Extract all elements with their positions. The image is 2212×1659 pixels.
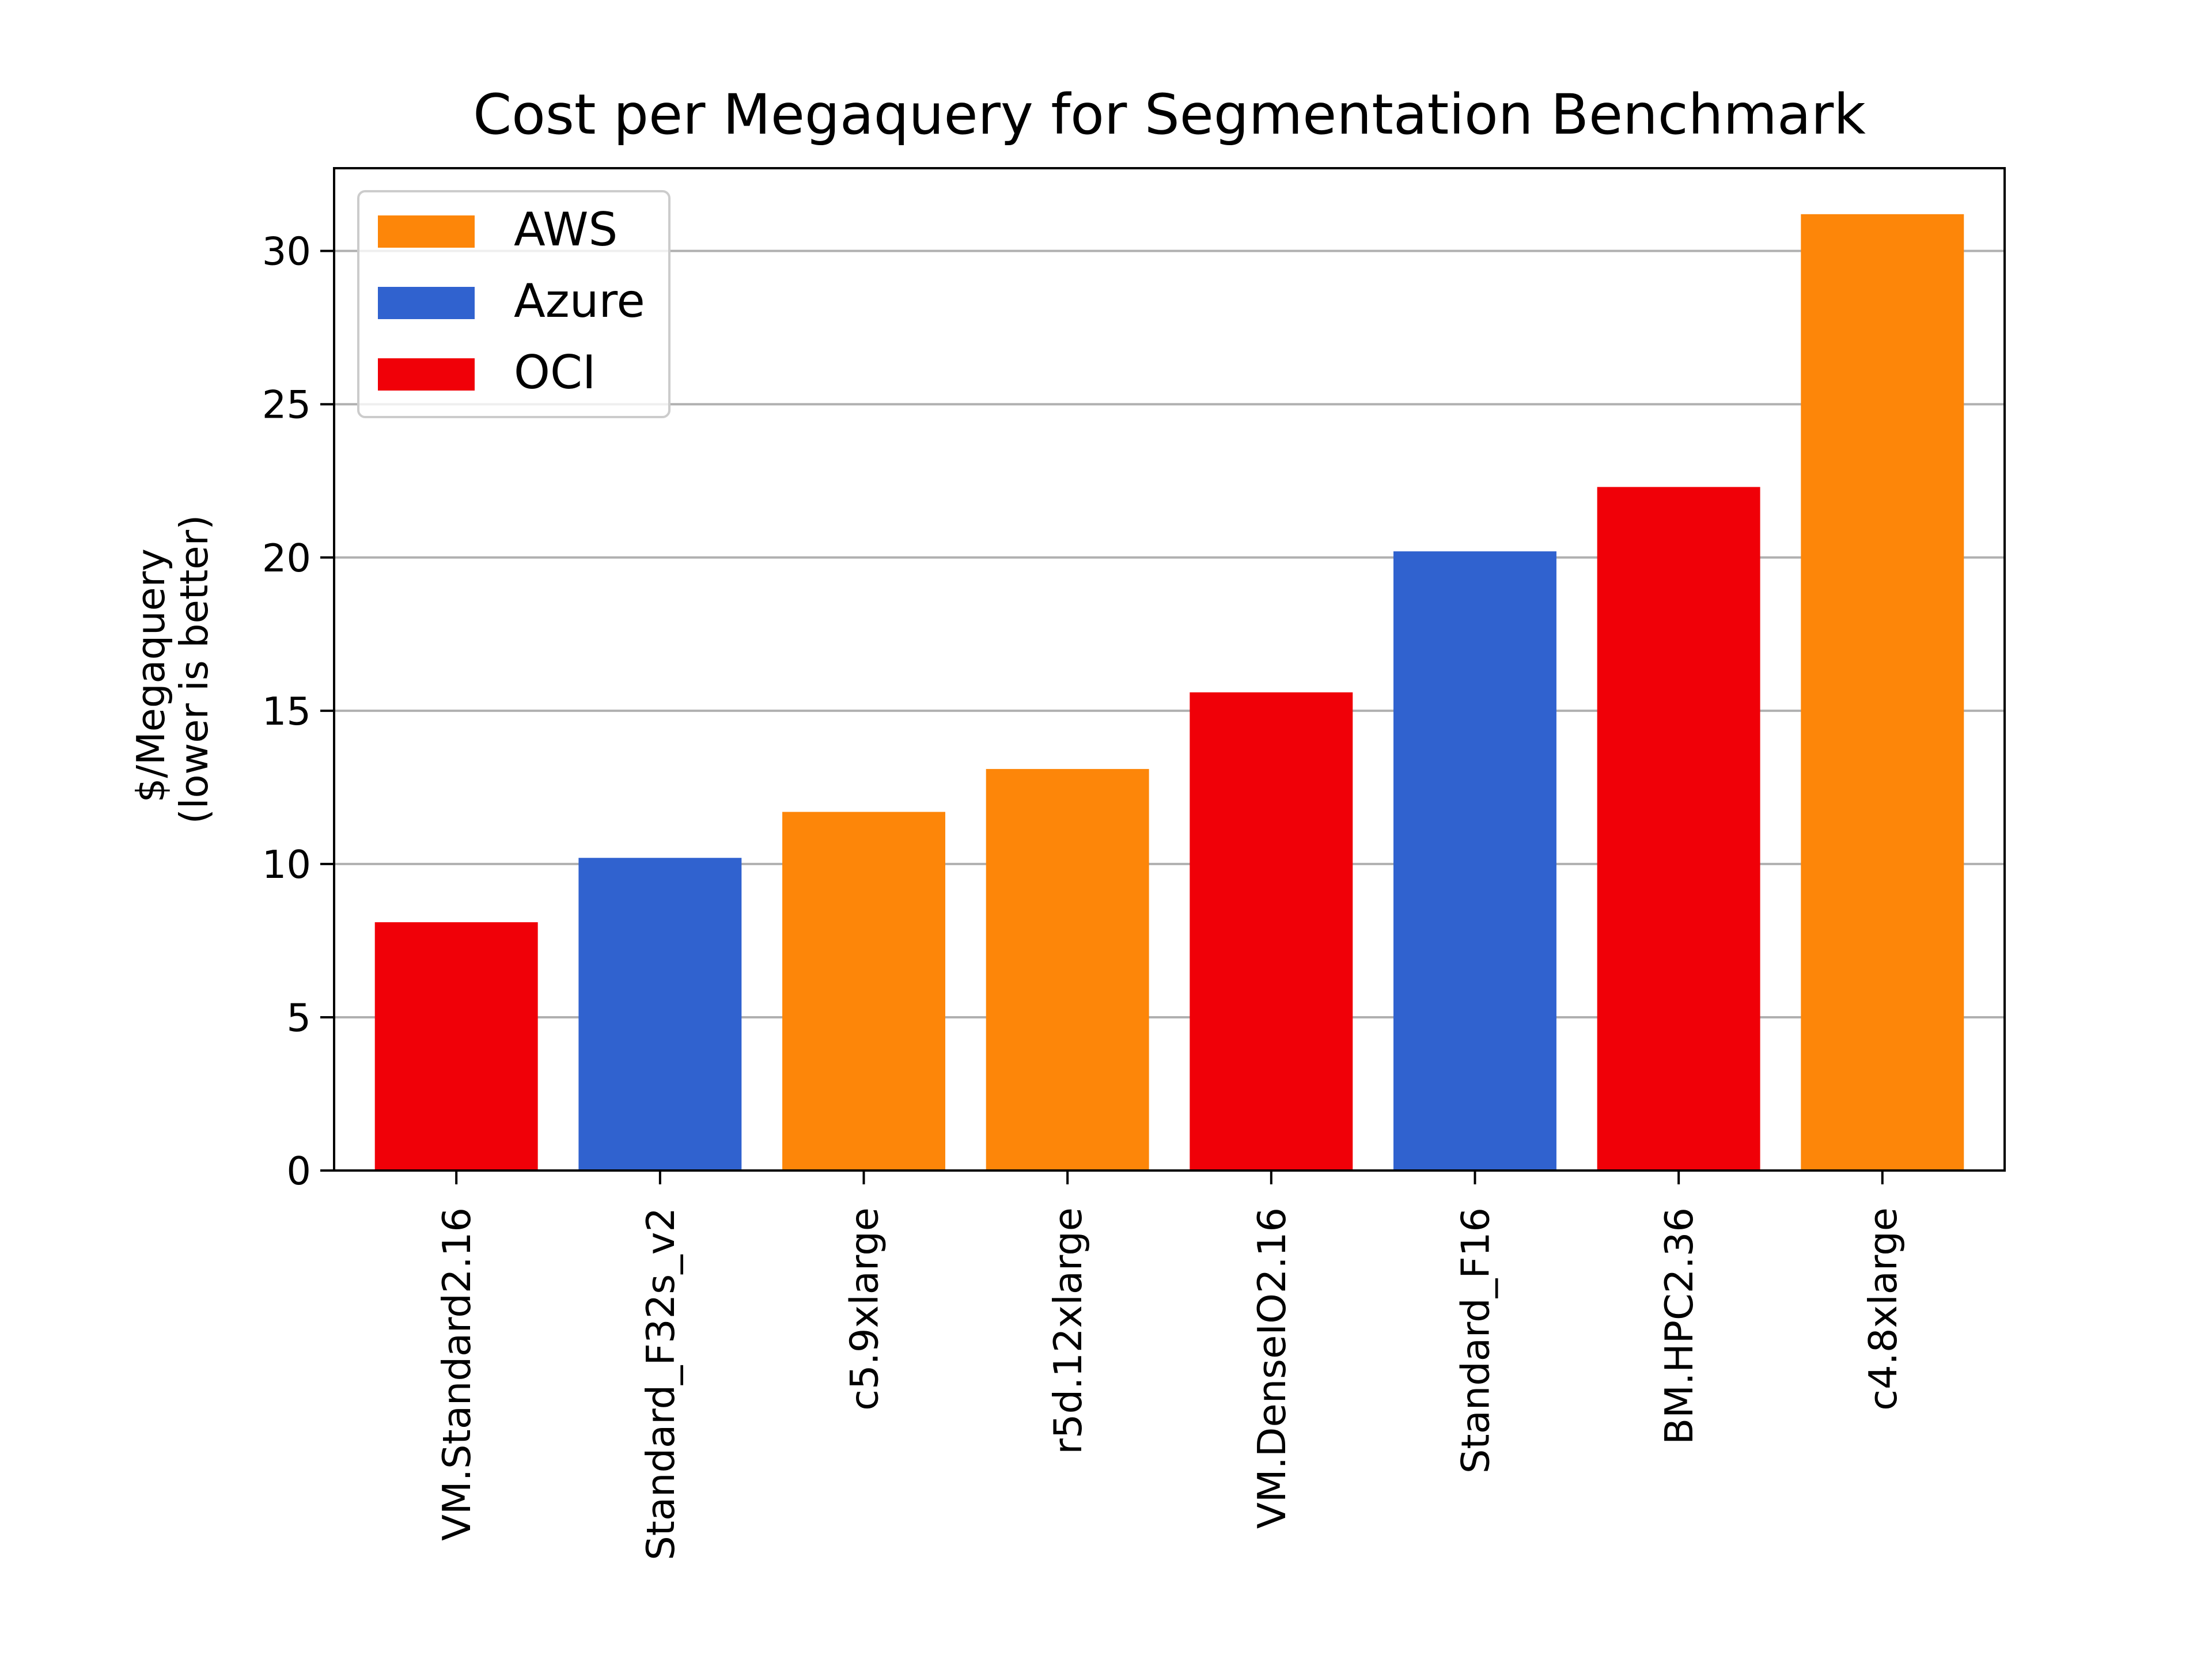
bar-r5d.12xlarge [986, 768, 1149, 1171]
y-tick-label-0: 0 [286, 1149, 311, 1194]
bar-c5.9xlarge [782, 812, 945, 1171]
x-tick-label-BM.HPC2.36: BM.HPC2.36 [1657, 1207, 1702, 1445]
x-tick-label-c4.8xlarge: c4.8xlarge [1861, 1207, 1906, 1411]
x-tick-label-r5d.12xlarge: r5d.12xlarge [1046, 1207, 1090, 1455]
y-tick-label-25: 25 [262, 382, 311, 427]
plot-frame [333, 167, 2006, 1172]
legend: AWS Azure OCI [357, 190, 671, 418]
legend-swatch-OCI [378, 358, 475, 391]
y-tick-label-30: 30 [262, 229, 311, 274]
bar-Standard_F32s_v2 [578, 858, 742, 1171]
bar-BM.HPC2.36 [1597, 487, 1760, 1171]
legend-swatch-Azure [378, 287, 475, 319]
x-tick-label-Standard_F32s_v2: Standard_F32s_v2 [638, 1207, 683, 1560]
x-axis-label: Instance Type [1037, 1658, 1302, 1659]
bar-c4.8xlarge [1801, 214, 1964, 1171]
y-axis-label: $/Megaquery (lower is better) [128, 515, 217, 824]
x-tick-label-c5.9xlarge: c5.9xlarge [842, 1207, 887, 1411]
x-tick-label-VM.Standard2.16: VM.Standard2.16 [434, 1207, 479, 1541]
chart-title: Cost per Megaquery for Segmentation Benc… [473, 82, 1866, 147]
y-tick-label-10: 10 [262, 842, 311, 887]
legend-swatch-AWS [378, 215, 475, 248]
x-axis-ticks: VM.Standard2.16 Standard_F32s_v2 c5.9xlarg… [434, 1171, 1906, 1560]
y-tick-label-15: 15 [262, 689, 311, 734]
bar-Standard_F16 [1393, 551, 1556, 1171]
y-axis-ticks: 0 5 10 15 20 25 30 [262, 229, 334, 1194]
x-tick-label-VM.DenseIO2.16: VM.DenseIO2.16 [1249, 1207, 1294, 1529]
bar-VM.DenseIO2.16 [1190, 692, 1353, 1171]
legend-label-OCI: OCI [514, 346, 596, 399]
legend-label-Azure: Azure [514, 274, 645, 328]
x-tick-label-Standard_F16: Standard_F16 [1453, 1207, 1498, 1474]
y-tick-label-20: 20 [262, 536, 311, 581]
legend-label-AWS: AWS [514, 203, 618, 256]
bars [374, 214, 1964, 1171]
y-tick-label-5: 5 [286, 995, 311, 1040]
bar-VM.Standard2.16 [374, 922, 538, 1171]
y-axis-label-line2: (lower is better) [172, 515, 217, 824]
y-axis-label-line1: $/Megaquery [128, 548, 173, 802]
